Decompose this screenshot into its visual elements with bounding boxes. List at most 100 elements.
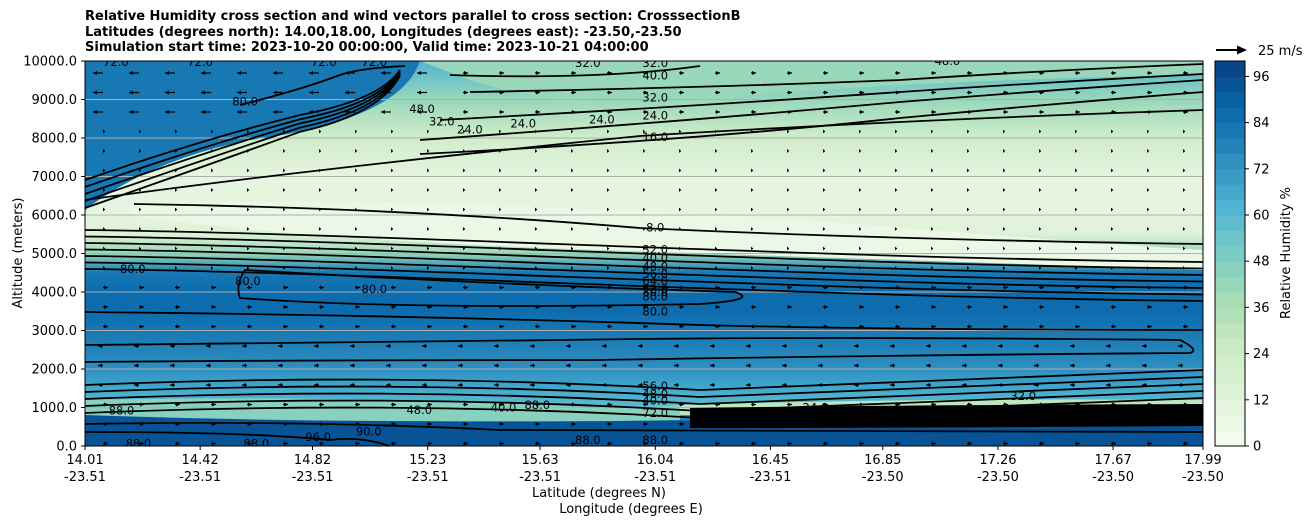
wind-vector [1039, 207, 1041, 212]
wind-vector [345, 110, 355, 114]
wind-vector [782, 344, 787, 348]
colorbar-segment [1215, 353, 1245, 370]
wind-vector [571, 90, 576, 95]
wind-vector [1183, 90, 1188, 95]
wind-vector [391, 188, 393, 192]
wind-vector [273, 110, 283, 114]
wind-vector [211, 246, 213, 251]
colorbar-segment [1215, 230, 1245, 247]
wind-vector [1111, 110, 1116, 114]
wind-vector [818, 383, 823, 387]
x-tick-label-lon: -23.51 [292, 470, 334, 485]
wind-vector [139, 227, 141, 231]
wind-vector [273, 71, 283, 75]
wind-vector [1039, 305, 1044, 309]
wind-vector [175, 285, 180, 290]
wind-vector [679, 227, 681, 231]
colorbar-segment [1215, 122, 1245, 139]
colorbar-segment [1215, 399, 1245, 416]
wind-vector [859, 441, 864, 446]
wind-vector [607, 188, 609, 192]
wind-vector [859, 402, 864, 407]
wind-vector [1183, 227, 1185, 231]
wind-vector [175, 422, 180, 426]
wind-vector [679, 168, 681, 173]
wind-vector [391, 441, 396, 446]
wind-vector [175, 168, 177, 173]
wind-vector [679, 422, 684, 426]
wind-vector [607, 227, 609, 231]
contour-label: 32.0 [429, 114, 455, 128]
wind-vector [643, 441, 648, 446]
wind-vector [602, 344, 607, 348]
wind-vector [458, 383, 463, 387]
wind-vector [345, 90, 355, 95]
wind-vector [391, 246, 393, 251]
contour-label: 88.0 [126, 436, 152, 450]
wind-vector [859, 246, 861, 251]
wind-vector [931, 227, 933, 231]
wind-vector [350, 344, 355, 348]
wind-vector [427, 246, 429, 251]
wind-vector [463, 207, 465, 212]
wind-vector [319, 441, 324, 446]
wind-vector [1178, 363, 1183, 368]
wind-vector [499, 168, 501, 173]
wind-vector [1075, 90, 1080, 95]
wind-vector [787, 168, 789, 173]
contour-label: 72.0 [187, 55, 213, 69]
wind-vector [417, 110, 427, 114]
wind-vector [715, 305, 720, 309]
wind-vector [571, 441, 576, 446]
wind-vector [283, 168, 285, 173]
wind-vector [1183, 422, 1188, 426]
wind-vector [201, 90, 211, 95]
wind-vector [1039, 90, 1044, 95]
wind-vector [1183, 149, 1185, 153]
wind-vector [715, 71, 720, 75]
contour-line [85, 75, 401, 209]
x-tick-label-lat: 17.99 [1184, 453, 1221, 468]
wind-vector [715, 149, 717, 153]
wind-vector [283, 188, 285, 192]
wind-vector [1070, 344, 1075, 348]
wind-vector [170, 363, 175, 368]
wind-vector [782, 383, 787, 387]
wind-vector [391, 266, 393, 270]
wind-vector [679, 402, 684, 407]
colorbar-segment [1215, 430, 1245, 447]
wind-vector [103, 207, 105, 212]
wind-vector [895, 402, 900, 407]
colorbar-segment [1215, 384, 1245, 401]
wind-vector [175, 266, 177, 270]
contour-label: 32.0 [575, 56, 601, 70]
wind-vector [571, 71, 576, 75]
wind-vector [571, 129, 573, 134]
wind-vector [715, 402, 720, 407]
wind-vector [1003, 305, 1008, 309]
wind-vector [175, 227, 177, 231]
wind-vector [319, 188, 321, 192]
wind-vector [1111, 402, 1116, 407]
contour-label: 48.0 [642, 387, 668, 401]
wind-vector [499, 305, 504, 309]
wind-vector [1075, 227, 1077, 231]
wind-vector [859, 149, 861, 153]
wind-vector [926, 383, 931, 387]
wind-vector [643, 422, 648, 426]
wind-vector [463, 227, 465, 231]
wind-vector [602, 363, 607, 368]
wind-vector [103, 188, 105, 192]
contour-line [85, 369, 1203, 391]
wind-vector [859, 168, 861, 173]
wind-vector [499, 285, 504, 290]
wind-vector [350, 383, 355, 387]
wind-vector [350, 363, 355, 368]
wind-vector [355, 129, 357, 134]
wind-vector [1003, 227, 1005, 231]
wind-vector [967, 207, 969, 212]
wind-vector [1111, 285, 1116, 290]
wind-vector [129, 90, 139, 95]
contour-label: 72.0 [362, 55, 388, 69]
wind-vector [535, 246, 537, 251]
